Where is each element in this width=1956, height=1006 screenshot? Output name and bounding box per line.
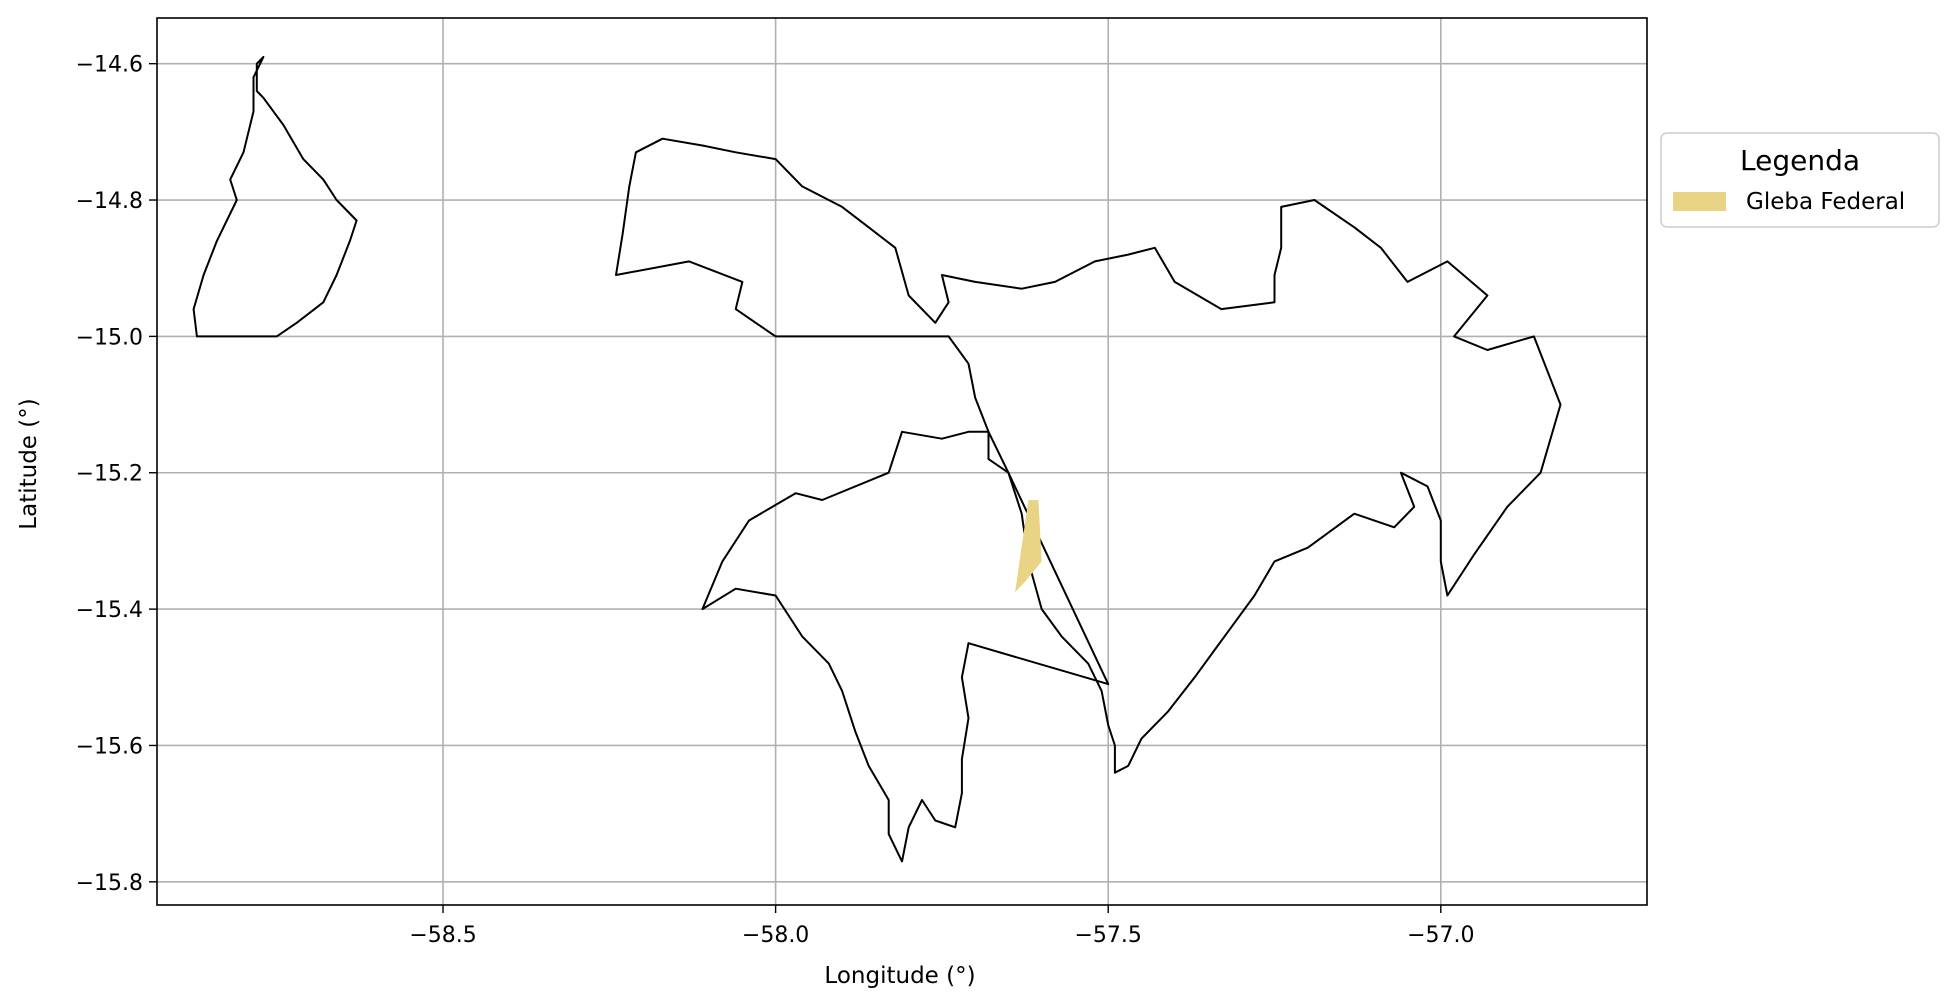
x-tick-label: −58.5 [409, 923, 476, 948]
y-tick-label: −15.4 [76, 598, 143, 623]
map-layers [192, 55, 1562, 863]
y-tick-label: −15.0 [76, 325, 143, 350]
x-tick-label: −57.0 [1407, 923, 1474, 948]
y-tick-label: −15.2 [76, 462, 143, 487]
legend: Legenda Gleba Federal [1660, 132, 1940, 228]
x-axis-label: Longitude (°) [824, 963, 975, 989]
y-tick-label: −14.8 [76, 189, 143, 214]
y-tick-label: −15.6 [76, 734, 143, 759]
y-axis-ticks: −14.6 −14.8 −15.0 −15.2 −15.4 −15.6 −15.8 [76, 53, 157, 896]
x-tick-label: −58.0 [742, 923, 809, 948]
x-tick-label: −57.5 [1074, 923, 1141, 948]
y-tick-label: −14.6 [76, 53, 143, 78]
gleba-federal-area [1015, 500, 1042, 593]
legend-title: Legenda [1740, 144, 1860, 177]
x-axis-ticks: −58.5 −58.0 −57.5 −57.0 [409, 905, 1475, 948]
legend-box [1660, 132, 1940, 228]
boundary-south-outline [701, 430, 1110, 863]
legend-swatch-gleba-federal [1673, 192, 1726, 211]
plot-frame [156, 17, 1648, 906]
legend-label-gleba-federal: Gleba Federal [1746, 189, 1905, 215]
grid-lines [157, 18, 1647, 905]
y-axis-label: Latitude (°) [16, 398, 42, 529]
boundary-west-outline [192, 55, 358, 338]
y-tick-label: −15.8 [76, 871, 143, 896]
